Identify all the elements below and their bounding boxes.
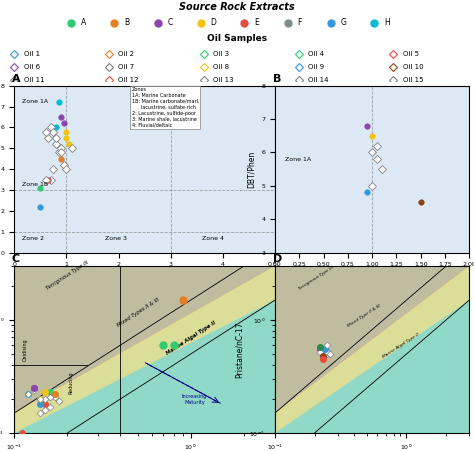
Text: C: C <box>11 254 20 264</box>
Text: Mixed Types II & III: Mixed Types II & III <box>117 297 161 328</box>
Text: Terriginous Type III: Terriginous Type III <box>46 260 90 291</box>
Text: Oil 13: Oil 13 <box>213 77 234 83</box>
Text: D: D <box>273 254 282 264</box>
Text: Zone 2: Zone 2 <box>22 236 44 241</box>
Text: Oxidising: Oxidising <box>22 338 27 361</box>
Text: Source Rock Extracts: Source Rock Extracts <box>179 2 295 13</box>
Text: B: B <box>273 74 282 84</box>
Y-axis label: Pristane/nC-17: Pristane/nC-17 <box>235 321 244 378</box>
X-axis label: Pr/Ph: Pr/Ph <box>362 273 382 282</box>
Text: C: C <box>167 18 173 27</box>
Text: Oil 3: Oil 3 <box>213 51 229 57</box>
Text: G: G <box>341 18 346 27</box>
Text: Oil 6: Oil 6 <box>24 64 40 70</box>
Text: Zone 4: Zone 4 <box>202 236 224 241</box>
Text: A: A <box>11 74 20 84</box>
X-axis label: Pr/Ph: Pr/Ph <box>135 273 155 282</box>
Text: A: A <box>81 18 86 27</box>
Text: Oil 8: Oil 8 <box>213 64 229 70</box>
Text: B: B <box>124 18 129 27</box>
Text: Reducing: Reducing <box>69 371 73 394</box>
Text: Increasing
Maturity: Increasing Maturity <box>182 394 207 405</box>
Text: Zone 1A: Zone 1A <box>284 157 311 162</box>
Text: Marine Algal Type II: Marine Algal Type II <box>165 320 217 356</box>
Text: H: H <box>384 18 390 27</box>
Text: Marine Algal Type II: Marine Algal Type II <box>382 332 420 359</box>
Text: Zones
1A: Marine Carbonate
1B: Marine carbonate/marl,
      lacustrine, sulfate-: Zones 1A: Marine Carbonate 1B: Marine ca… <box>132 87 199 127</box>
Text: E: E <box>254 18 259 27</box>
Text: Mixed Type II & III: Mixed Type II & III <box>346 304 381 328</box>
Text: F: F <box>297 18 301 27</box>
Text: Oil 10: Oil 10 <box>403 64 424 70</box>
Text: Oil 11: Oil 11 <box>24 77 45 83</box>
Text: Oil 4: Oil 4 <box>308 51 324 57</box>
Text: Oil 2: Oil 2 <box>118 51 135 57</box>
Text: Oil 7: Oil 7 <box>118 64 135 70</box>
Text: Oil 5: Oil 5 <box>403 51 419 57</box>
Text: Oil Samples: Oil Samples <box>207 34 267 43</box>
Text: Oil 1: Oil 1 <box>24 51 40 57</box>
Text: Oil 12: Oil 12 <box>118 77 139 83</box>
Text: Oil 14: Oil 14 <box>308 77 328 83</box>
Y-axis label: DBT/Phen: DBT/Phen <box>246 151 255 188</box>
Text: Oil 9: Oil 9 <box>308 64 324 70</box>
Text: D: D <box>210 18 217 27</box>
Text: Zone 3: Zone 3 <box>105 236 128 241</box>
Text: Zone 1B: Zone 1B <box>22 183 48 188</box>
Text: Zone 1A: Zone 1A <box>22 99 48 104</box>
Text: Terriginous Type III: Terriginous Type III <box>298 266 335 291</box>
Text: Oil 15: Oil 15 <box>403 77 423 83</box>
